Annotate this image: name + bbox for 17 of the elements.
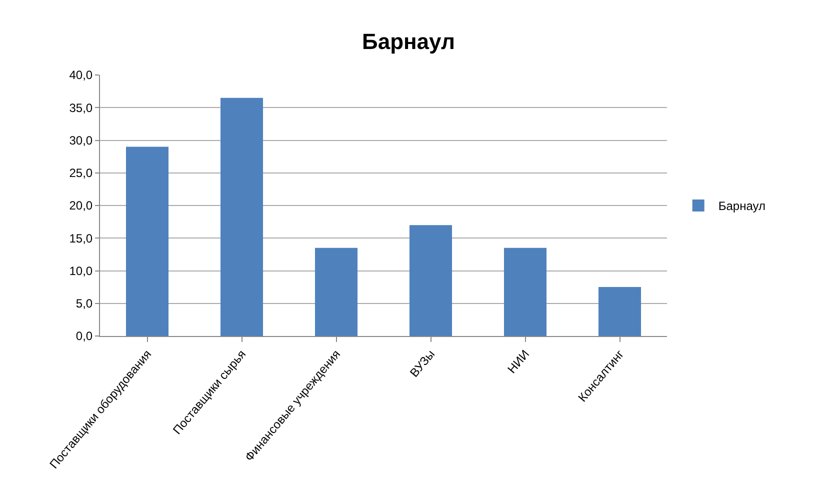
y-tick-label: 10,0: [69, 264, 93, 278]
y-tick-label: 25,0: [69, 166, 93, 180]
chart-title: Барнаул: [362, 29, 455, 54]
bar: [504, 248, 547, 336]
bar: [126, 146, 169, 336]
y-tick-label: 40,0: [69, 68, 93, 82]
y-tick-label: 30,0: [69, 133, 93, 148]
y-tick-label: 20,0: [69, 198, 93, 213]
y-tick-label: 35,0: [69, 100, 93, 115]
legend-label: Барнаул: [718, 199, 766, 214]
bar: [314, 248, 358, 336]
bar: [409, 225, 452, 336]
bar: [598, 287, 642, 336]
y-tick-label: 5,0: [76, 296, 93, 311]
y-tick-label: 15,0: [69, 231, 93, 246]
bar: [220, 98, 264, 336]
y-tick-label: 0,0: [76, 329, 93, 344]
